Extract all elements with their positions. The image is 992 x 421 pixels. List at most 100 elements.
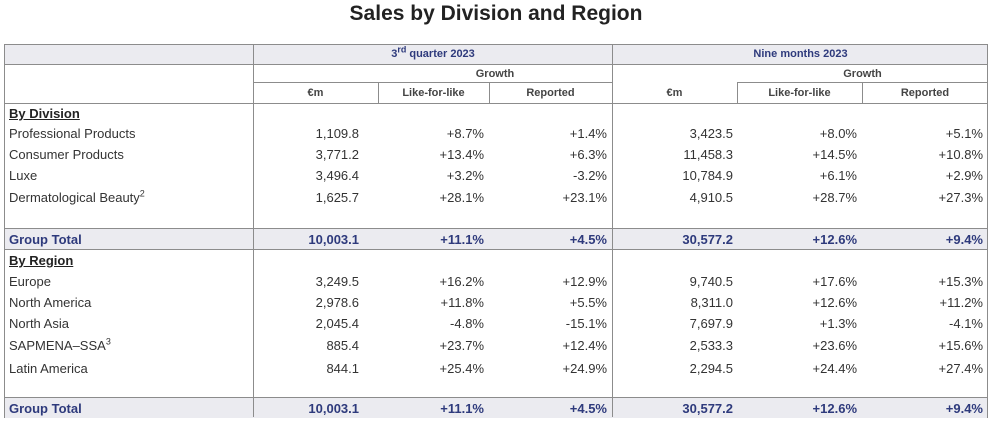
header-band: [5, 45, 987, 64]
q3-lfl-value: +13.4%: [439, 147, 484, 162]
nm-reported-value: +15.6%: [938, 338, 983, 353]
q3-em-value: 3,496.4: [315, 168, 359, 183]
q3-reported-header: Reported: [526, 87, 575, 99]
row-label: Consumer Products: [9, 147, 124, 162]
nm-lfl-value: +8.0%: [819, 126, 857, 141]
row-label: Dermatological Beauty2: [9, 188, 145, 205]
nm-em-value: 4,910.5: [689, 190, 733, 205]
nm-em-value: 10,784.9: [682, 168, 733, 183]
nm-lfl-value: +24.4%: [812, 361, 857, 376]
q3-lfl-value: +16.2%: [439, 274, 484, 289]
section-heading-region: By Region: [9, 253, 74, 268]
nm-lfl-value: +14.5%: [812, 147, 857, 162]
q3-reported-value: +4.5%: [569, 232, 607, 247]
q3-lfl-value: +11.1%: [440, 232, 484, 247]
q3-lfl-value: +25.4%: [439, 361, 484, 376]
nm-reported-header: Reported: [900, 87, 950, 99]
page-title: Sales by Division and Region: [349, 2, 643, 25]
q3-em-value: 2,978.6: [315, 295, 359, 310]
q3-reported-value: -15.1%: [565, 316, 607, 331]
nm-lfl-value: +12.6%: [812, 295, 857, 310]
q3-em-value: 885.4: [326, 338, 359, 353]
divider: [5, 397, 987, 398]
q3-reported-value: +24.9%: [562, 361, 607, 376]
nm-lfl-value: +17.6%: [812, 274, 857, 289]
q3-lfl-value: -4.8%: [450, 316, 484, 331]
q3-lfl-value: +8.7%: [446, 126, 484, 141]
nm-reported-value: +11.2%: [939, 295, 984, 310]
row-label: North Asia: [9, 316, 69, 331]
divider: [5, 103, 987, 104]
nm-lfl-header: Like-for-like: [768, 87, 831, 99]
row-label: Europe: [9, 274, 51, 289]
q3-reported-value: +1.4%: [569, 126, 607, 141]
nm-reported-value: +15.3%: [938, 274, 983, 289]
nine-months-header: Nine months 2023: [753, 48, 848, 60]
divider: [378, 82, 379, 103]
q3-reported-value: -3.2%: [573, 168, 607, 183]
q3-lfl-value: +28.1%: [439, 190, 484, 205]
nm-em-value: 7,697.9: [689, 316, 733, 331]
nm-growth-header: Growth: [843, 68, 882, 80]
q3-em-value: 1,625.7: [315, 190, 359, 205]
divider: [253, 45, 254, 417]
nm-reported-value: +9.4%: [945, 232, 983, 247]
region-total-band: [5, 397, 987, 418]
nm-reported-value: +9.4%: [945, 401, 983, 416]
nm-em-value: 9,740.5: [689, 274, 733, 289]
nm-em-value: 2,294.5: [689, 361, 733, 376]
nm-lfl-value: +12.6%: [812, 232, 857, 247]
row-label: Group Total: [9, 232, 82, 247]
q3-reported-value: +5.5%: [569, 295, 607, 310]
divider: [862, 82, 863, 103]
q3-lfl-value: +3.2%: [446, 168, 484, 183]
q3-em-value: 3,249.5: [315, 274, 359, 289]
q3-lfl-value: +11.8%: [440, 295, 485, 310]
q3-reported-value: +23.1%: [562, 190, 607, 205]
nm-em-value: 8,311.0: [690, 295, 733, 310]
divider: [489, 82, 490, 103]
divider: [737, 82, 738, 103]
division-total-band: [5, 228, 987, 249]
q3-lfl-value: +23.7%: [439, 338, 484, 353]
nm-em-value: 2,533.3: [689, 338, 733, 353]
sales-table: 3rd quarter 2023 Nine months 2023 Growth…: [4, 44, 988, 418]
divider: [612, 45, 613, 417]
nm-em-value: 30,577.2: [682, 232, 733, 247]
q3-growth-header: Growth: [475, 68, 515, 80]
nm-reported-value: -4.1%: [949, 316, 983, 331]
q3-em-value: 2,045.4: [315, 316, 359, 331]
nm-em-value: 11,458.3: [683, 147, 733, 162]
q3-reported-value: +6.3%: [569, 147, 607, 162]
divider: [253, 82, 612, 83]
row-label: Latin America: [9, 361, 88, 376]
q3-reported-value: +4.5%: [569, 401, 607, 416]
nm-reported-value: +10.8%: [938, 147, 983, 162]
nm-lfl-value: +23.6%: [812, 338, 857, 353]
q3-lfl-header: Like-for-like: [402, 87, 465, 99]
nm-reported-value: +2.9%: [945, 168, 983, 183]
q3-em-value: 3,771.2: [315, 147, 359, 162]
nm-em-value: 30,577.2: [682, 401, 733, 416]
divider: [5, 228, 987, 229]
q3-em-value: 10,003.1: [308, 401, 359, 416]
q3-2023-header: 3rd quarter 2023: [391, 44, 475, 60]
nm-em-header: €m: [666, 87, 683, 99]
section-heading-division: By Division: [9, 106, 80, 121]
nm-reported-value: +27.4%: [938, 361, 983, 376]
q3-lfl-value: +11.1%: [440, 401, 484, 416]
nm-lfl-value: +6.1%: [819, 168, 857, 183]
q3-reported-value: +12.4%: [562, 338, 607, 353]
q3-em-header: €m: [307, 87, 324, 99]
row-label: SAPMENA–SSA3: [9, 336, 111, 353]
q3-em-value: 844.1: [326, 361, 359, 376]
nm-reported-value: +27.3%: [938, 190, 983, 205]
q3-em-value: 10,003.1: [308, 232, 359, 247]
row-label: Luxe: [9, 168, 38, 183]
row-label: Group Total: [9, 401, 82, 416]
row-label: North America: [9, 295, 92, 310]
divider: [5, 64, 987, 65]
divider: [5, 249, 987, 250]
nm-em-value: 3,423.5: [689, 126, 733, 141]
row-label: Professional Products: [9, 126, 136, 141]
